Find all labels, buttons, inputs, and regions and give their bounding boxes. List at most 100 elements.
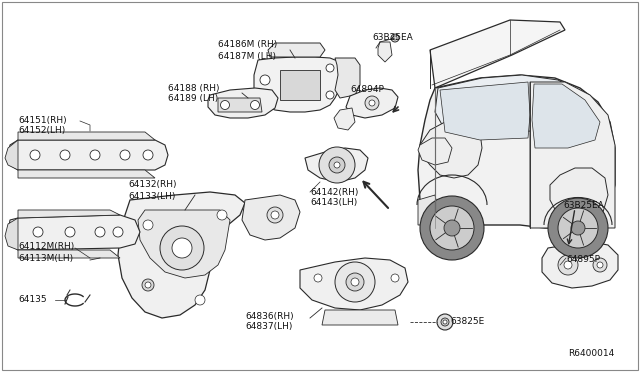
Circle shape — [346, 273, 364, 291]
Text: 64132(RH): 64132(RH) — [128, 180, 177, 189]
Polygon shape — [18, 250, 120, 258]
Circle shape — [548, 198, 608, 258]
Text: R6400014: R6400014 — [568, 350, 614, 359]
Text: 64142(RH): 64142(RH) — [310, 187, 358, 196]
Polygon shape — [242, 195, 300, 240]
Circle shape — [365, 96, 379, 110]
Circle shape — [120, 150, 130, 160]
Circle shape — [430, 206, 474, 250]
Polygon shape — [8, 215, 140, 250]
Polygon shape — [440, 82, 530, 140]
Polygon shape — [435, 75, 580, 136]
Text: 64836(RH): 64836(RH) — [245, 311, 294, 321]
Circle shape — [221, 100, 230, 109]
Circle shape — [314, 274, 322, 282]
Circle shape — [172, 238, 192, 258]
Circle shape — [420, 196, 484, 260]
Circle shape — [597, 262, 603, 268]
Circle shape — [217, 210, 227, 220]
Text: 64112M(RH): 64112M(RH) — [18, 243, 74, 251]
Polygon shape — [138, 210, 230, 278]
Polygon shape — [208, 88, 278, 118]
Polygon shape — [420, 120, 482, 178]
Polygon shape — [8, 140, 168, 170]
Circle shape — [65, 227, 75, 237]
Polygon shape — [268, 43, 325, 57]
Circle shape — [142, 279, 154, 291]
Circle shape — [443, 320, 447, 324]
Circle shape — [369, 100, 375, 106]
Circle shape — [326, 64, 334, 72]
Text: 64135: 64135 — [18, 295, 47, 305]
Polygon shape — [300, 258, 408, 310]
Circle shape — [334, 162, 340, 168]
Circle shape — [30, 150, 40, 160]
Circle shape — [271, 211, 279, 219]
Circle shape — [444, 220, 460, 236]
Text: 64133(LH): 64133(LH) — [128, 192, 175, 201]
Polygon shape — [430, 20, 565, 88]
Polygon shape — [418, 138, 452, 165]
Polygon shape — [532, 84, 600, 148]
Circle shape — [90, 150, 100, 160]
Text: 63B25EA: 63B25EA — [372, 33, 413, 42]
Circle shape — [329, 157, 345, 173]
Polygon shape — [322, 310, 398, 325]
Polygon shape — [335, 58, 360, 98]
Circle shape — [393, 36, 397, 40]
Polygon shape — [378, 42, 392, 62]
Circle shape — [260, 75, 270, 85]
Circle shape — [441, 318, 449, 326]
Polygon shape — [305, 148, 368, 182]
Text: 63825E: 63825E — [450, 317, 484, 327]
Circle shape — [95, 227, 105, 237]
Circle shape — [143, 150, 153, 160]
Polygon shape — [550, 168, 608, 222]
Polygon shape — [18, 132, 155, 140]
Circle shape — [558, 255, 578, 275]
Text: 64143(LH): 64143(LH) — [310, 199, 357, 208]
Polygon shape — [254, 57, 342, 112]
Circle shape — [326, 91, 334, 99]
Circle shape — [593, 258, 607, 272]
Text: 63B25EA: 63B25EA — [563, 201, 604, 209]
Text: 64113M(LH): 64113M(LH) — [18, 253, 73, 263]
Circle shape — [143, 220, 153, 230]
Circle shape — [267, 207, 283, 223]
Circle shape — [319, 147, 355, 183]
Text: 64186M (RH): 64186M (RH) — [218, 41, 277, 49]
Circle shape — [391, 34, 399, 42]
Polygon shape — [118, 192, 245, 318]
Circle shape — [60, 150, 70, 160]
Circle shape — [564, 261, 572, 269]
Polygon shape — [530, 82, 615, 228]
Circle shape — [145, 282, 151, 288]
Polygon shape — [18, 170, 155, 178]
Circle shape — [571, 221, 585, 235]
Circle shape — [437, 314, 453, 330]
Polygon shape — [5, 218, 18, 250]
Text: 64152(LH): 64152(LH) — [18, 126, 65, 135]
Circle shape — [391, 274, 399, 282]
Polygon shape — [18, 210, 120, 218]
Polygon shape — [280, 70, 320, 100]
Circle shape — [558, 208, 598, 248]
Circle shape — [33, 227, 43, 237]
Circle shape — [195, 295, 205, 305]
Polygon shape — [346, 88, 398, 118]
Text: 64837(LH): 64837(LH) — [245, 323, 292, 331]
Circle shape — [351, 278, 359, 286]
Circle shape — [335, 262, 375, 302]
Polygon shape — [542, 242, 618, 288]
Text: 64187M (LH): 64187M (LH) — [218, 51, 276, 61]
Circle shape — [160, 226, 204, 270]
Polygon shape — [334, 108, 355, 130]
Text: 64189 (LH): 64189 (LH) — [168, 94, 218, 103]
Polygon shape — [418, 195, 438, 225]
Polygon shape — [5, 140, 18, 170]
Text: 64895P: 64895P — [566, 256, 600, 264]
Polygon shape — [218, 98, 262, 112]
Text: 64894P: 64894P — [350, 86, 384, 94]
Polygon shape — [418, 75, 615, 228]
Circle shape — [250, 100, 259, 109]
